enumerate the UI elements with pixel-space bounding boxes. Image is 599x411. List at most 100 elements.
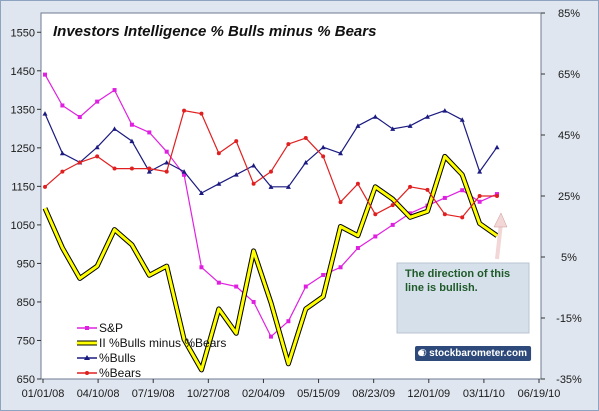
- series-s-p-point: [60, 103, 65, 108]
- series-bears-point: [495, 194, 499, 198]
- series-bulls-point: [42, 111, 48, 116]
- series-bears-point: [321, 154, 326, 159]
- x-axis-tick-label: 10/27/08: [187, 388, 230, 400]
- right-axis-tick-label: 5%: [561, 252, 577, 264]
- series-bulls-point: [181, 169, 187, 174]
- annotation-line-1: The direction of this: [405, 268, 510, 280]
- annotation-arrow: [493, 212, 508, 260]
- series-bears-point: [77, 160, 82, 165]
- series-bears-point: [234, 139, 239, 144]
- right-axis-tick-label: 65%: [558, 69, 580, 81]
- right-axis-tick-label: -15%: [556, 313, 582, 325]
- series-bulls-point: [424, 114, 430, 119]
- chart-title: Investors Intelligence % Bulls minus % B…: [53, 23, 376, 40]
- series-bears-point: [147, 166, 152, 171]
- x-axis-tick-label: 07/19/08: [132, 388, 175, 400]
- series-bulls-point: [268, 184, 274, 189]
- series-bulls-point: [216, 181, 222, 186]
- series-s-p-point: [355, 246, 360, 251]
- series-bulls-point: [233, 172, 239, 177]
- series-s-p-point: [95, 99, 100, 104]
- series-bulls-point: [112, 126, 118, 131]
- series-s-p-point: [199, 265, 204, 270]
- series-s-p-point: [303, 284, 308, 289]
- x-axis-tick-label: 03/11/10: [463, 388, 505, 400]
- series-bears-point: [269, 169, 273, 174]
- right-axis-tick-label: 85%: [558, 8, 580, 20]
- left-axis-tick-label: 1050: [11, 220, 35, 232]
- series-bears-point: [425, 187, 430, 192]
- series-s-p-point: [408, 211, 413, 216]
- left-axis-tick-label: 650: [17, 374, 35, 386]
- series-s-p-point: [251, 299, 256, 304]
- legend: S&PII %Bulls minus %Bears%Bulls%Bears: [77, 321, 226, 380]
- series-bulls-point: [407, 123, 413, 128]
- legend-label: %Bulls: [99, 351, 136, 365]
- series-s-p-point: [216, 280, 221, 285]
- right-axis-tick-label: 25%: [558, 191, 580, 203]
- series-s-p-point: [321, 272, 326, 277]
- series-bears-point: [373, 212, 378, 217]
- series-s-p-point: [477, 199, 482, 204]
- series-bears-point: [286, 142, 291, 147]
- series-bears-point: [129, 166, 134, 171]
- series-bulls-point: [442, 108, 448, 113]
- legend-label: II %Bulls minus %Bears: [99, 336, 226, 350]
- credit-background: [415, 346, 532, 361]
- series-ii-bulls-minus-bears-line: [43, 154, 498, 372]
- legend-item-bulls: %Bulls: [77, 351, 136, 365]
- series-bulls-point: [338, 150, 344, 156]
- series-bulls-point: [494, 144, 500, 150]
- legend-label: %Bears: [99, 366, 141, 380]
- series-s-p-point: [112, 88, 117, 93]
- credit-text: © stockbarometer.com: [419, 348, 527, 359]
- series-s-p-point: [43, 72, 47, 77]
- series-bulls-point: [146, 169, 152, 174]
- series-bears-point: [460, 215, 465, 220]
- series-bears-point: [477, 194, 482, 198]
- series-bulls-point: [355, 123, 361, 128]
- series-bears-point: [43, 184, 47, 189]
- x-axis-tick-label: 08/23/09: [352, 388, 395, 400]
- series-bulls-point: [198, 190, 204, 195]
- series-bulls-point: [477, 169, 483, 174]
- series-s-p-point: [234, 284, 239, 289]
- series-bulls-point: [129, 138, 135, 144]
- legend-item-s-p: S&P: [77, 321, 123, 335]
- annotation-box: The direction of this line is bullish.: [396, 262, 530, 334]
- legend-item-bears: %Bears: [77, 366, 141, 380]
- left-axis-tick-label: 750: [17, 335, 35, 347]
- x-axis-tick-label: 05/15/09: [297, 388, 340, 400]
- series-bears-point: [95, 154, 100, 159]
- right-axis-tick-label: 45%: [558, 130, 580, 142]
- series-bears-point: [216, 151, 221, 156]
- series-s-p-point: [460, 188, 465, 193]
- right-axis-tick-label: -35%: [556, 374, 582, 386]
- x-axis-tick-label: 01/01/08: [22, 388, 65, 400]
- axis-layer: 650 750 850 950 1050 1150 1250 1350 1450 1550 -35%…: [11, 8, 583, 400]
- series-bulls-point: [94, 144, 100, 150]
- series-bulls-point: [372, 114, 378, 119]
- series-s-p-point: [129, 122, 134, 127]
- series-bears-point: [408, 184, 413, 189]
- series-bears-point: [355, 181, 360, 186]
- x-axis-tick-label: 06/19/10: [518, 388, 561, 400]
- series-s-p-point: [77, 115, 82, 120]
- series-bears-point: [338, 200, 343, 205]
- series-s-p-point: [286, 319, 291, 324]
- x-axis-tick-label: 04/10/08: [77, 388, 120, 400]
- legend-label: S&P: [99, 321, 123, 335]
- series-s-p-point: [338, 265, 343, 270]
- series-bears-point: [164, 169, 169, 174]
- x-axis-tick-label: 02/04/09: [242, 388, 285, 400]
- series-s-p-point: [269, 334, 273, 339]
- series-bears-point: [390, 203, 395, 208]
- left-axis-tick-label: 1350: [11, 104, 35, 116]
- series-bears-point: [60, 169, 65, 174]
- series-bulls-point: [303, 159, 309, 165]
- series-s-p-point: [164, 149, 169, 154]
- legend-item-ii-bulls-minus-bears: II %Bulls minus %Bears: [77, 336, 226, 350]
- left-axis-tick-label: 1150: [11, 181, 35, 193]
